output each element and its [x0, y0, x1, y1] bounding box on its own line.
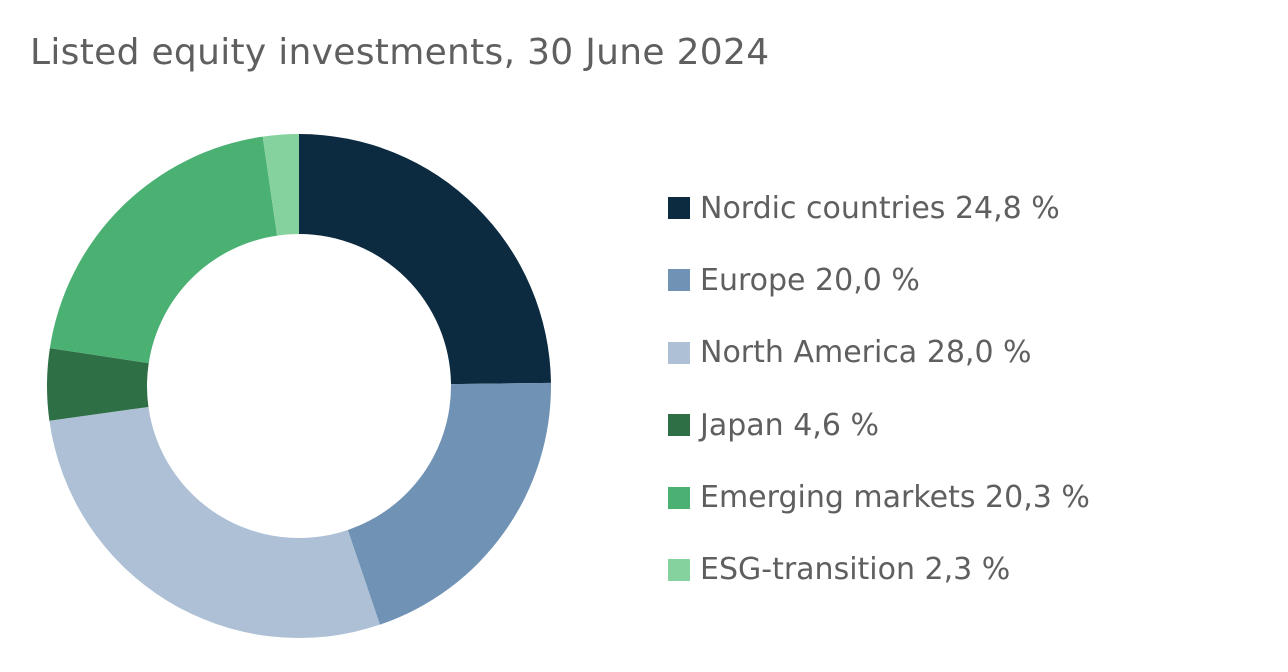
legend-swatch [668, 341, 690, 364]
legend-swatch [668, 269, 690, 292]
legend-swatch [668, 486, 690, 509]
legend-label: Japan 4,6 % [700, 407, 879, 443]
donut-slice-esg-transition [262, 134, 299, 236]
legend-item-esg-transition: ESG-transition 2,3 % [668, 548, 1268, 592]
legend-item-nordic-countries: Nordic countries 24,8 % [668, 186, 1268, 230]
legend: Nordic countries 24,8 % Europe 20,0 % No… [668, 186, 1268, 620]
donut-slice-emerging-markets [49, 136, 278, 364]
donut-slices [47, 134, 551, 638]
legend-label: ESG-transition 2,3 % [700, 552, 1011, 588]
donut-slice-north-america [49, 406, 380, 638]
legend-label: Emerging markets 20,3 % [700, 480, 1090, 516]
legend-item-japan: Japan 4,6 % [668, 403, 1268, 447]
legend-label: North America 28,0 % [700, 335, 1032, 371]
legend-label: Europe 20,0 % [700, 262, 920, 298]
legend-item-europe: Europe 20,0 % [668, 258, 1268, 302]
legend-swatch [668, 558, 690, 581]
legend-swatch [668, 197, 690, 219]
donut-slice-europe [347, 382, 551, 625]
donut-slice-nordic-countries [299, 134, 551, 385]
chart-title: Listed equity investments, 30 June 2024 [30, 32, 770, 73]
legend-swatch [668, 414, 690, 437]
legend-item-emerging-markets: Emerging markets 20,3 % [668, 476, 1268, 520]
legend-item-north-america: North America 28,0 % [668, 331, 1268, 375]
legend-label: Nordic countries 24,8 % [700, 190, 1060, 226]
donut-slice-japan [47, 348, 149, 421]
